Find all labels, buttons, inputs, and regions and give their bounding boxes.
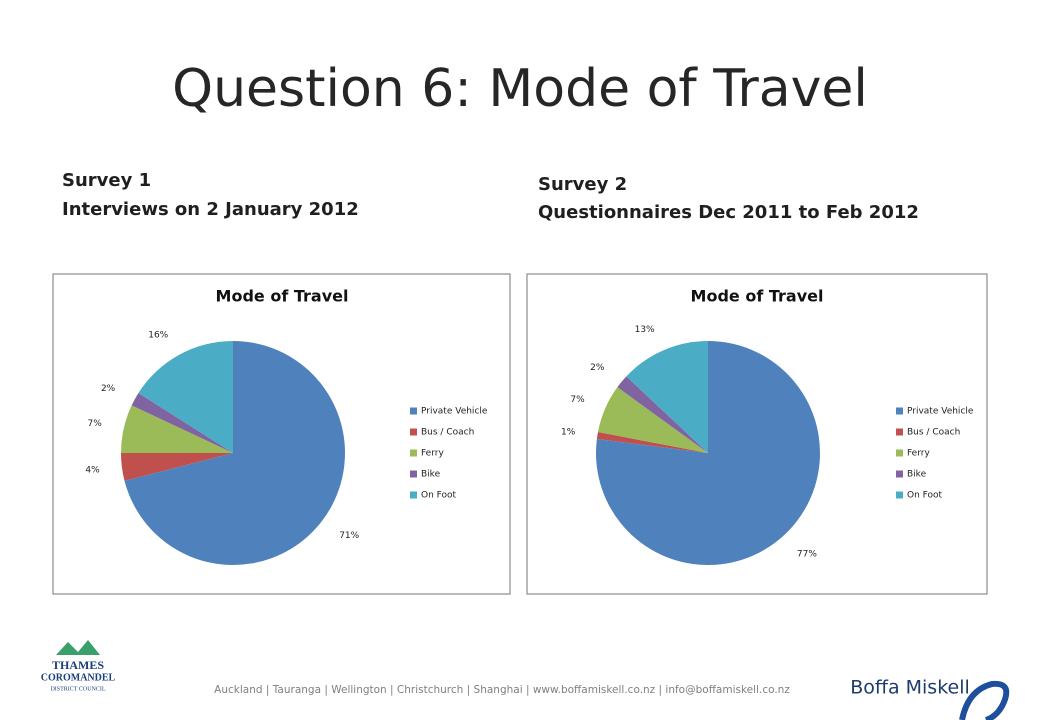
- legend-label: Bus / Coach: [907, 428, 960, 438]
- legend-swatch: [410, 449, 417, 457]
- data-label: 13%: [635, 325, 655, 335]
- data-label: 1%: [561, 427, 576, 437]
- legend-label: Bike: [421, 470, 441, 480]
- legend-swatch: [410, 470, 417, 478]
- survey-heading: Survey 2: [538, 174, 627, 195]
- logo-hills: [56, 640, 100, 655]
- legend-label: On Foot: [421, 491, 457, 501]
- data-label: 7%: [570, 395, 585, 405]
- pie-slice: [626, 341, 708, 453]
- pie-slice: [138, 341, 233, 453]
- footer-text: Auckland | Tauranga | Wellington | Chris…: [214, 684, 790, 696]
- data-label: 4%: [85, 465, 100, 475]
- legend-swatch: [896, 428, 903, 436]
- pie-slice: [597, 387, 708, 453]
- data-label: 71%: [339, 531, 359, 541]
- legend-swatch: [896, 470, 903, 478]
- legend-label: On Foot: [907, 491, 943, 501]
- legend-swatch: [896, 449, 903, 457]
- data-label: 2%: [101, 384, 116, 394]
- pie-slice: [131, 392, 233, 453]
- data-label: 77%: [797, 549, 817, 559]
- legend-swatch: [410, 491, 417, 499]
- chart-title: Mode of Travel: [216, 287, 349, 306]
- logo-text: DISTRICT COUNCIL: [50, 686, 105, 692]
- brand-swoosh: [959, 680, 1010, 720]
- logo-text: THAMES: [52, 658, 104, 672]
- pie-slice: [596, 432, 708, 453]
- legend-label: Bike: [907, 470, 927, 480]
- legend-swatch: [896, 407, 903, 415]
- legend-label: Private Vehicle: [907, 407, 974, 417]
- legend-label: Bus / Coach: [421, 428, 474, 438]
- pie-slice: [596, 341, 821, 565]
- legend-swatch: [410, 407, 417, 415]
- pie-slice: [121, 453, 233, 481]
- chart-title: Mode of Travel: [691, 287, 824, 306]
- legend-label: Ferry: [421, 449, 444, 459]
- data-label: 7%: [88, 419, 103, 429]
- slide-title: Question 6: Mode of Travel: [172, 59, 868, 119]
- legend-swatch: [410, 428, 417, 436]
- legend-label: Private Vehicle: [421, 407, 488, 417]
- council-logo: THAMES COROMANDEL DISTRICT COUNCIL: [41, 640, 116, 692]
- brand-name: Boffa Miskell: [850, 677, 970, 699]
- legend-swatch: [896, 491, 903, 499]
- data-label: 16%: [148, 331, 168, 341]
- pie-slice: [121, 405, 233, 453]
- legend-label: Ferry: [907, 449, 930, 459]
- logo-text: COROMANDEL: [41, 672, 116, 683]
- pie-slice: [124, 341, 346, 565]
- data-label: 2%: [590, 363, 605, 373]
- survey-subheading: Interviews on 2 January 2012: [62, 199, 359, 220]
- survey-heading: Survey 1: [62, 170, 151, 191]
- pie-slice: [617, 376, 708, 453]
- survey-subheading: Questionnaires Dec 2011 to Feb 2012: [538, 202, 919, 223]
